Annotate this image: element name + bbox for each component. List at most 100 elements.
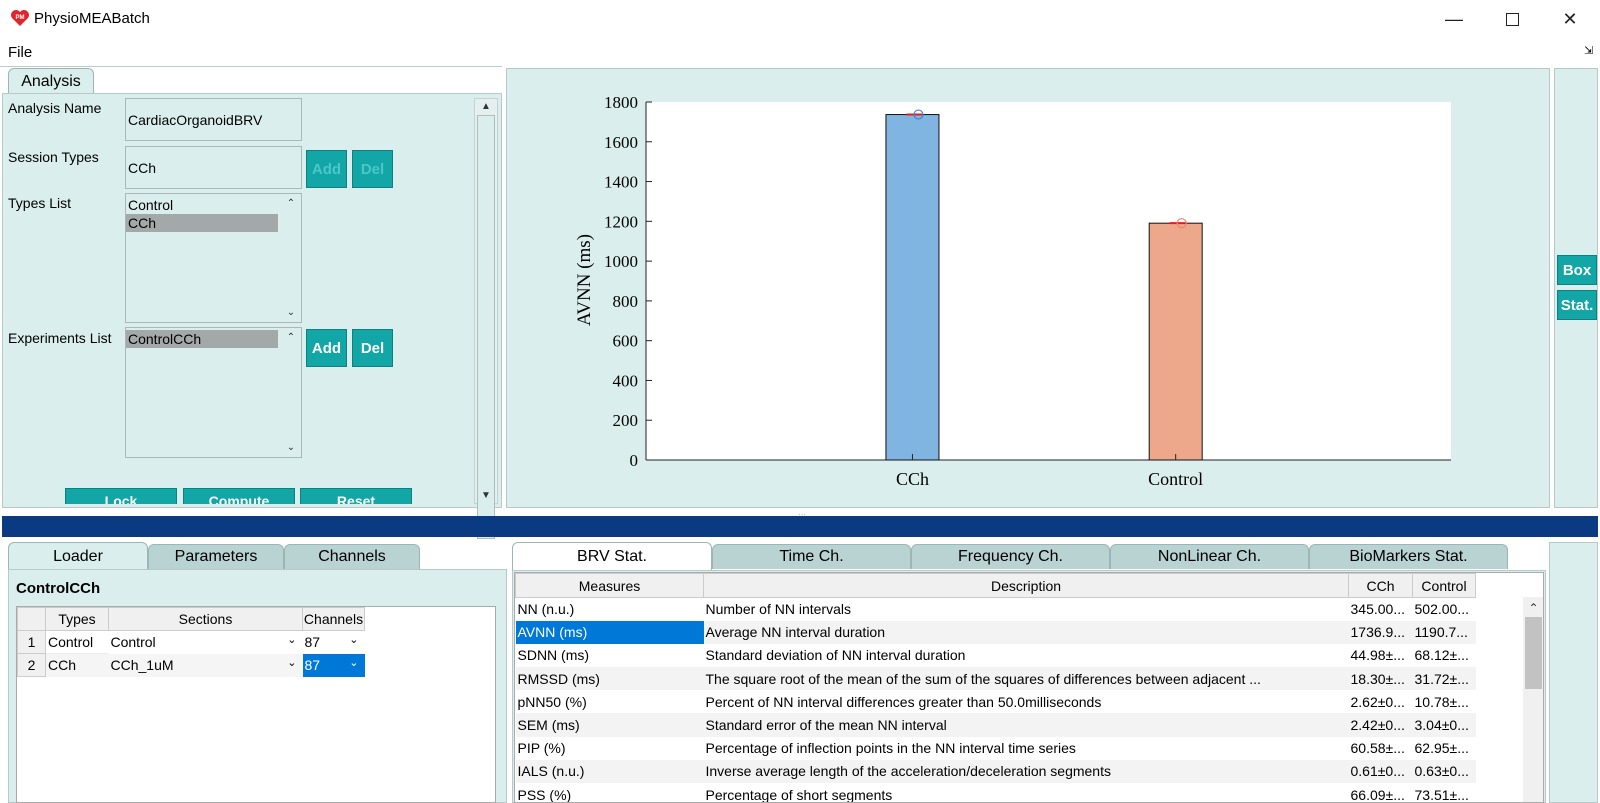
measure-cell[interactable]: pNN50 (%) [517,693,587,710]
cch-cell[interactable]: 345.00... [1350,601,1406,618]
tab-biomarkers-stat[interactable]: BioMarkers Stat. [1309,544,1508,569]
measure-cell[interactable]: PIP (%) [517,740,566,757]
description-cell[interactable]: The square root of the mean of the sum o… [705,670,1261,687]
cch-cell[interactable]: 2.42±0... [1350,717,1405,734]
lock-button[interactable]: Lock [65,488,177,504]
tab-loader[interactable]: Loader [8,542,148,570]
tab-parameters[interactable]: Parameters [148,544,284,569]
dock-arrow-icon[interactable]: ⇲ [1584,45,1594,57]
measure-cell[interactable]: AVNN (ms) [515,620,704,644]
scroll-down-icon[interactable]: ▼ [481,490,491,501]
box-button[interactable]: Box [1557,255,1597,285]
column-header[interactable]: Measures [515,573,704,598]
scroll-thumb[interactable] [477,115,495,539]
cch-cell[interactable]: 66.09±... [1350,786,1405,803]
description-cell[interactable]: Standard deviation of NN interval durati… [705,647,966,664]
loader-table[interactable]: Types Sections Channels 1 Control Contro… [16,606,496,803]
reset-button[interactable]: Reset [300,488,412,504]
cch-cell[interactable]: 2.62±0... [1350,693,1405,710]
stat-button[interactable]: Stat. [1557,290,1597,320]
control-cell[interactable]: 3.04±0... [1414,717,1469,734]
data-point[interactable] [913,109,924,120]
experiments-list-scrollbar[interactable]: ⌃ ⌄ [281,328,301,457]
control-cell[interactable]: 62.95±... [1414,740,1469,757]
column-header[interactable]: Description [703,573,1349,598]
chevron-down-icon[interactable]: ⌄ [286,442,296,453]
column-header[interactable]: Types [45,607,109,631]
measure-cell[interactable]: PSS (%) [517,786,572,803]
add-experiment-button[interactable]: Add [306,329,347,367]
description-cell[interactable]: Percentage of inflection points in the N… [705,740,1076,757]
table-row[interactable]: SEM (ms) Standard error of the mean NN in… [515,713,1476,737]
column-header[interactable]: Channels [302,607,365,631]
cch-cell[interactable]: 0.61±0... [1350,763,1405,780]
chevron-up-icon[interactable]: ⌃ [286,198,296,209]
type-cell[interactable]: CCh [48,657,77,674]
cch-cell[interactable]: 18.30±... [1350,670,1405,687]
chevron-up-icon[interactable]: ⌃ [1528,601,1539,615]
control-cell[interactable]: 73.51±... [1414,786,1469,803]
description-cell[interactable]: Number of NN intervals [705,601,852,618]
scroll-up-icon[interactable]: ▲ [481,101,491,112]
channels-dropdown[interactable]: 87 ⌄ [303,631,365,654]
experiments-listbox[interactable]: ControlCCh ⌃ ⌄ [125,327,302,458]
control-cell[interactable]: 1190.7... [1414,624,1468,641]
types-list-scrollbar[interactable]: ⌃ ⌄ [281,194,301,322]
control-cell[interactable]: 10.78±... [1414,693,1469,710]
tab-nonlinear-ch[interactable]: NonLinear Ch. [1110,544,1309,569]
description-cell[interactable]: Average NN interval duration [705,624,886,641]
close-button[interactable]: ✕ [1541,0,1599,38]
control-cell[interactable]: 68.12±... [1414,647,1469,664]
tab-analysis[interactable]: Analysis [8,68,94,94]
chevron-down-icon[interactable]: ⌄ [287,656,297,669]
description-cell[interactable]: Percent of NN interval differences great… [705,693,1102,710]
table-row[interactable]: PSS (%) Percentage of short segments 66.09… [516,783,1476,803]
compute-button[interactable]: Compute [183,488,295,504]
table-row[interactable]: IALS (n.u.) Inverse average length of the… [515,759,1476,783]
channels-dropdown-selected[interactable]: 87 ⌄ [302,653,365,677]
bar[interactable] [885,114,940,461]
minimize-button[interactable]: — [1425,0,1483,38]
stats-table[interactable]: Measures Description CCh Control NN (n.u… [514,572,1544,803]
table-row[interactable]: NN (n.u.) Number of NN intervals 345.00...… [516,598,1476,621]
table-row[interactable]: AVNN (ms) Average NN interval duration 173… [515,620,1476,644]
measure-cell[interactable]: SEM (ms) [517,717,580,734]
splitter-handle[interactable]: ··· [798,510,806,519]
column-header[interactable]: Control [1412,573,1476,598]
table-row[interactable]: pNN50 (%) Percent of NN interval differen… [516,690,1476,713]
cch-cell[interactable]: 1736.9... [1350,624,1406,641]
list-item[interactable]: Control [128,197,174,213]
column-header[interactable]: CCh [1348,573,1413,598]
list-item[interactable]: ControlCCh [126,330,278,348]
description-cell[interactable]: Standard error of the mean NN interval [705,717,947,734]
maximize-button[interactable] [1483,0,1541,38]
add-session-type-button[interactable]: Add [306,150,347,188]
control-cell[interactable]: 31.72±... [1414,670,1469,687]
cch-cell[interactable]: 44.98±... [1350,647,1405,664]
menu-file[interactable]: File [8,44,33,61]
section-dropdown[interactable]: CCh_1uM ⌄ [109,654,303,677]
control-cell[interactable]: 0.63±0... [1414,763,1469,780]
del-session-type-button[interactable]: Del [352,150,393,188]
tab-frequency-ch[interactable]: Frequency Ch. [911,544,1110,569]
del-experiment-button[interactable]: Del [352,329,393,367]
bar[interactable] [1148,222,1203,461]
table-row[interactable]: PIP (%) Percentage of inflection points i… [516,737,1476,760]
measure-cell[interactable]: RMSSD (ms) [517,670,600,687]
table-row[interactable]: SDNN (ms) Standard deviation of NN interv… [516,644,1476,667]
data-point[interactable] [1176,218,1187,229]
stats-scrollbar[interactable]: ⌃ [1523,597,1543,802]
section-dropdown[interactable]: Control ⌄ [109,631,303,654]
chevron-down-icon[interactable]: ⌄ [349,634,359,646]
chevron-down-icon[interactable]: ⌄ [287,634,297,646]
types-listbox[interactable]: Control CCh ⌃ ⌄ [125,193,302,323]
chevron-down-icon[interactable]: ⌄ [286,307,296,318]
description-cell[interactable]: Inverse average length of the accelerati… [705,763,1111,780]
measure-cell[interactable]: SDNN (ms) [517,647,590,664]
measure-cell[interactable]: NN (n.u.) [517,601,575,618]
column-header[interactable]: Sections [108,607,303,631]
chevron-down-icon[interactable]: ⌄ [349,656,359,669]
session-types-field[interactable]: CCh [125,146,302,189]
control-cell[interactable]: 502.00... [1414,601,1470,618]
tab-channels[interactable]: Channels [284,544,420,569]
